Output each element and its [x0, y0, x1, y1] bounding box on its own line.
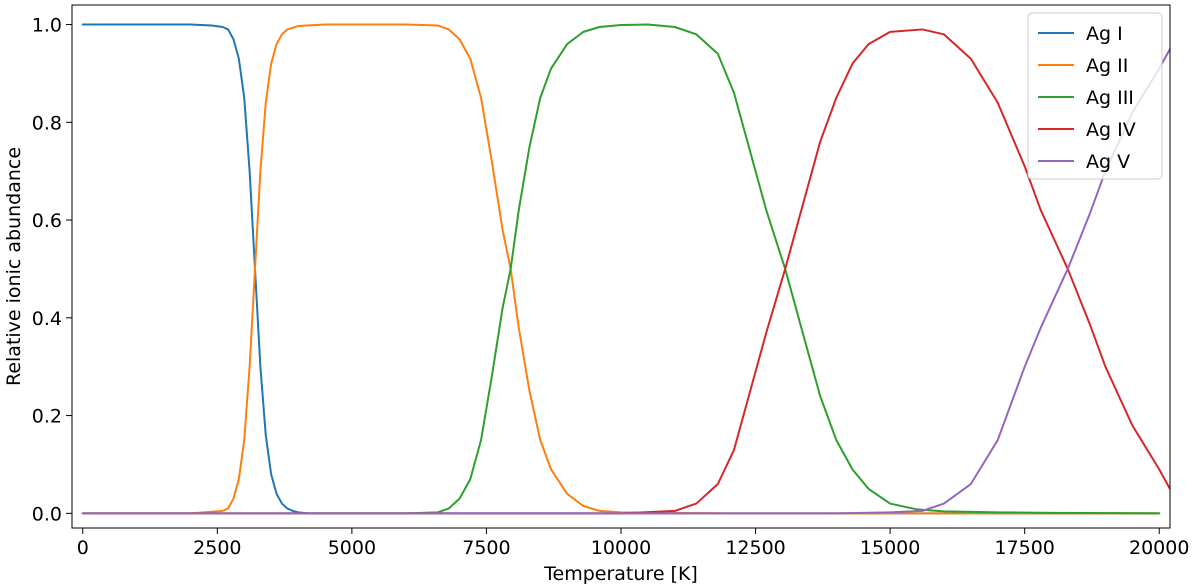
legend-label: Ag I — [1086, 23, 1123, 45]
x-tick-label: 2500 — [193, 537, 241, 559]
x-tick-label: 20000 — [1129, 537, 1189, 559]
axes: 0 2500 5000 7500 10000 12500 15000 17500 20000 0.… — [32, 4, 1189, 559]
plot-area — [81, 23, 1170, 515]
series-line-3 — [81, 23, 1161, 515]
y-tick-label: 0.8 — [32, 112, 62, 134]
series-line-2 — [81, 23, 1161, 515]
legend-box — [1027, 12, 1163, 180]
y-tick-label: 0.2 — [32, 406, 62, 428]
legend-label: Ag III — [1086, 87, 1134, 109]
x-axis-label: Temperature [K] — [543, 563, 698, 585]
legend-label: Ag II — [1086, 55, 1128, 77]
y-tick-label: 0.4 — [32, 308, 62, 330]
legend-label: Ag IV — [1086, 119, 1136, 141]
x-tick-label: 10000 — [591, 537, 651, 559]
x-tick-label: 12500 — [725, 537, 785, 559]
x-tick-label: 15000 — [860, 537, 920, 559]
x-tick-label: 17500 — [994, 537, 1054, 559]
legend: Ag I Ag II Ag III Ag IV Ag V — [1027, 12, 1163, 180]
y-tick-label: 0.0 — [32, 503, 62, 525]
series-line-4 — [81, 28, 1170, 515]
x-tick-label: 5000 — [328, 537, 376, 559]
plot-frame — [71, 4, 1171, 529]
y-tick-label: 0.6 — [32, 210, 62, 232]
y-tick-label: 1.0 — [32, 15, 62, 37]
x-tick-label: 0 — [77, 537, 89, 559]
legend-label: Ag V — [1086, 151, 1130, 173]
y-axis-label: Relative ionic abundance — [3, 147, 25, 386]
x-tick-label: 7500 — [462, 537, 510, 559]
